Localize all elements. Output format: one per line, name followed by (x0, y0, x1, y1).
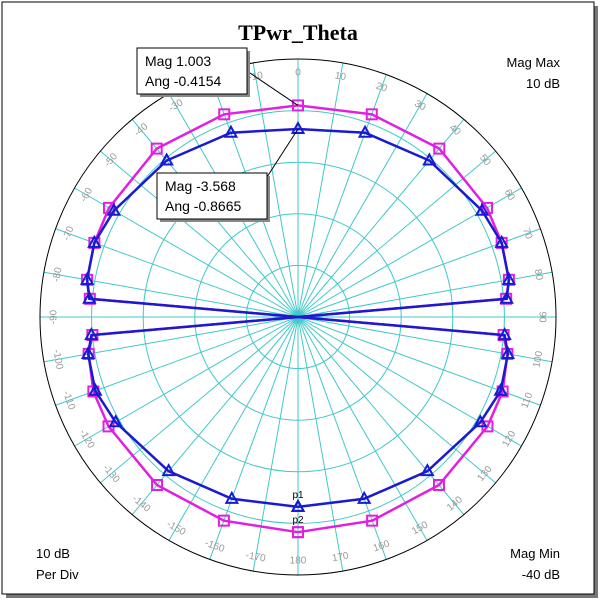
marker (501, 271, 517, 285)
marker (499, 290, 514, 304)
marker (218, 108, 231, 121)
grid-spoke (297, 228, 541, 318)
grid-spoke (209, 316, 299, 560)
callout-box (136, 47, 248, 95)
marker (366, 514, 379, 527)
marker (433, 142, 446, 155)
angle-tick-label: 20 (374, 81, 389, 95)
grid-spoke (297, 316, 553, 363)
marker (292, 99, 304, 112)
marker (159, 152, 174, 166)
marker (84, 327, 99, 341)
marker (217, 514, 230, 527)
marker (500, 345, 516, 360)
marker (106, 202, 122, 216)
callout-leader (246, 70, 299, 106)
callout-leader (266, 128, 299, 178)
marker (493, 382, 508, 396)
grid-spoke (297, 316, 387, 560)
grid-spoke (43, 316, 299, 363)
callout-text: Ang -0.8665 (165, 198, 241, 214)
marker (82, 290, 97, 304)
grid-spoke (297, 119, 465, 318)
angle-tick-label: -90 (49, 309, 60, 324)
per-div: 10 dB (36, 546, 70, 561)
grid-spoke (297, 316, 465, 515)
marker (365, 108, 378, 121)
marker (290, 498, 306, 512)
marker (473, 414, 488, 428)
angle-tick-label: 90 (536, 311, 547, 323)
angle-tick-label: 30 (412, 98, 428, 113)
mag-max-title: Mag Max (507, 55, 561, 70)
grid-spoke (55, 228, 299, 318)
angle-tick-label: 180 (290, 556, 307, 567)
marker (161, 463, 176, 477)
trace-label: p1 (292, 490, 304, 501)
marker (497, 327, 512, 341)
grid-spoke (131, 316, 299, 515)
grid-spoke (252, 62, 299, 318)
marker (224, 490, 240, 504)
marker (420, 463, 435, 477)
trace (85, 127, 511, 509)
angle-tick-label: 10 (334, 70, 347, 83)
marker (356, 490, 372, 504)
angle-tick-label: -70 (61, 225, 76, 243)
mag-min: -40 dB (522, 567, 560, 582)
chart-title: TPwr_Theta (238, 20, 358, 45)
callout-text: Mag 1.003 (145, 53, 211, 69)
marker (292, 526, 304, 539)
angle-tick-label: 60 (502, 188, 517, 204)
marker (150, 142, 163, 155)
marker (223, 124, 239, 138)
angle-tick-label: 100 (532, 350, 546, 369)
angle-tick-label: 80 (532, 268, 545, 281)
callout-text: Mag -3.568 (165, 178, 236, 194)
angle-tick-label: 170 (331, 550, 350, 564)
marker (290, 120, 306, 135)
marker (88, 382, 103, 396)
per-div-title: Per Div (36, 567, 79, 582)
grid-spoke (252, 316, 299, 572)
marker (151, 478, 164, 491)
marker (79, 271, 95, 285)
angle-tick-label: -100 (50, 349, 64, 371)
marker (87, 234, 102, 248)
grid-spoke (297, 62, 344, 318)
angle-tick-label: 110 (520, 391, 536, 410)
mag-max: 10 dB (526, 76, 560, 91)
angle-tick-label: 70 (520, 226, 534, 241)
marker (108, 414, 123, 428)
callout-box (156, 172, 268, 220)
marker (494, 234, 509, 248)
marker (357, 124, 373, 138)
grid-spoke (297, 316, 344, 572)
angle-tick-label: 0 (295, 68, 301, 79)
callout-text: Ang -0.4154 (145, 73, 221, 89)
angle-tick-label: -170 (245, 550, 267, 564)
outer-ring (39, 58, 557, 576)
marker (432, 478, 445, 491)
marker (80, 345, 96, 360)
angle-tick-label: 160 (372, 538, 392, 554)
marker (422, 152, 437, 166)
trace-label: p2 (292, 515, 304, 526)
mag-min-title: Mag Min (510, 546, 560, 561)
angle-tick-label: -80 (51, 266, 64, 283)
marker (474, 202, 490, 216)
